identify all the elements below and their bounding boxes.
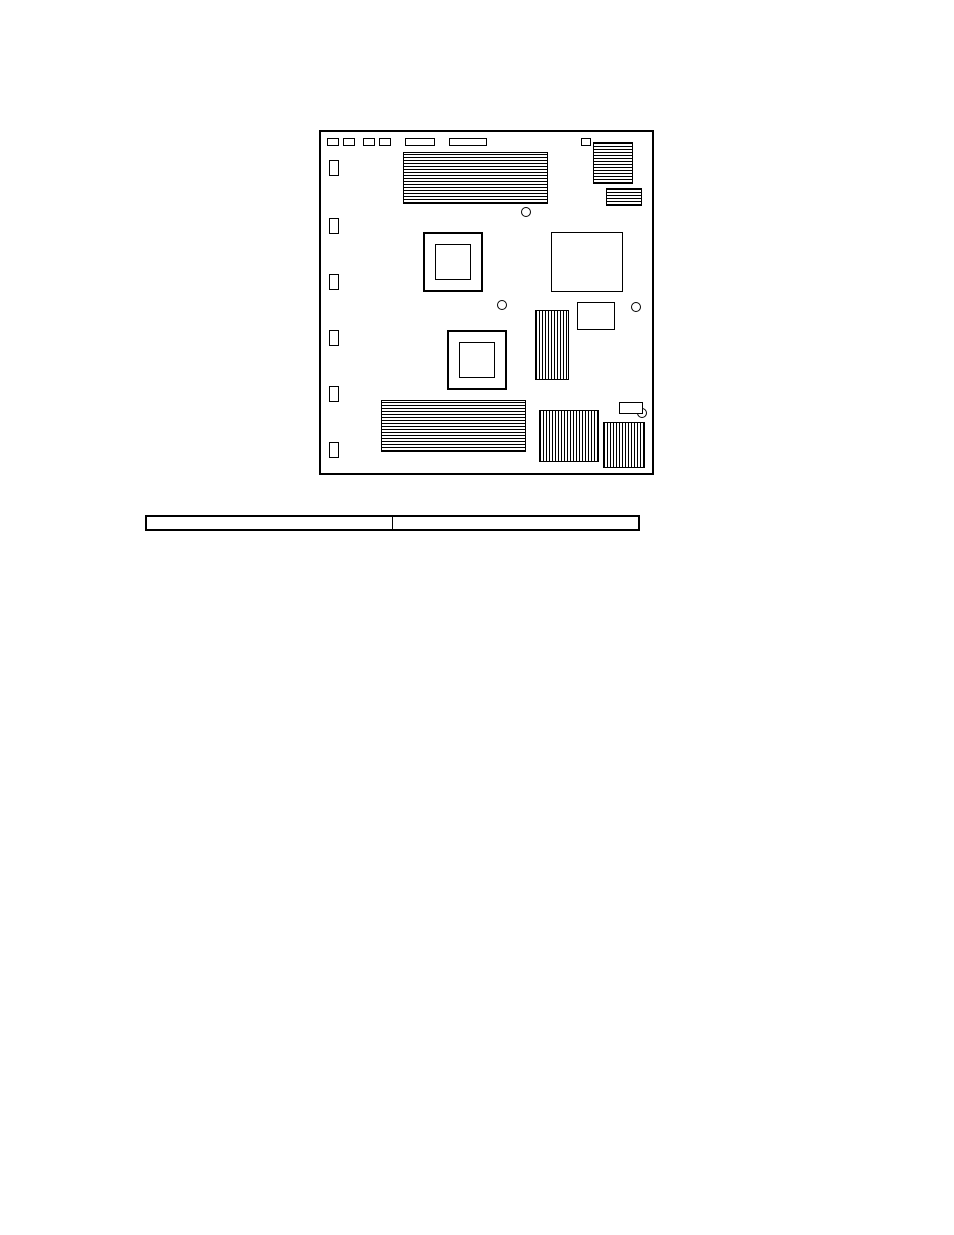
board-outline [319, 130, 654, 475]
board-diagram [257, 100, 697, 490]
page-footer [834, 1185, 844, 1199]
table-header-item [146, 516, 393, 530]
components-table [145, 515, 640, 531]
table-header-desc [393, 516, 640, 530]
